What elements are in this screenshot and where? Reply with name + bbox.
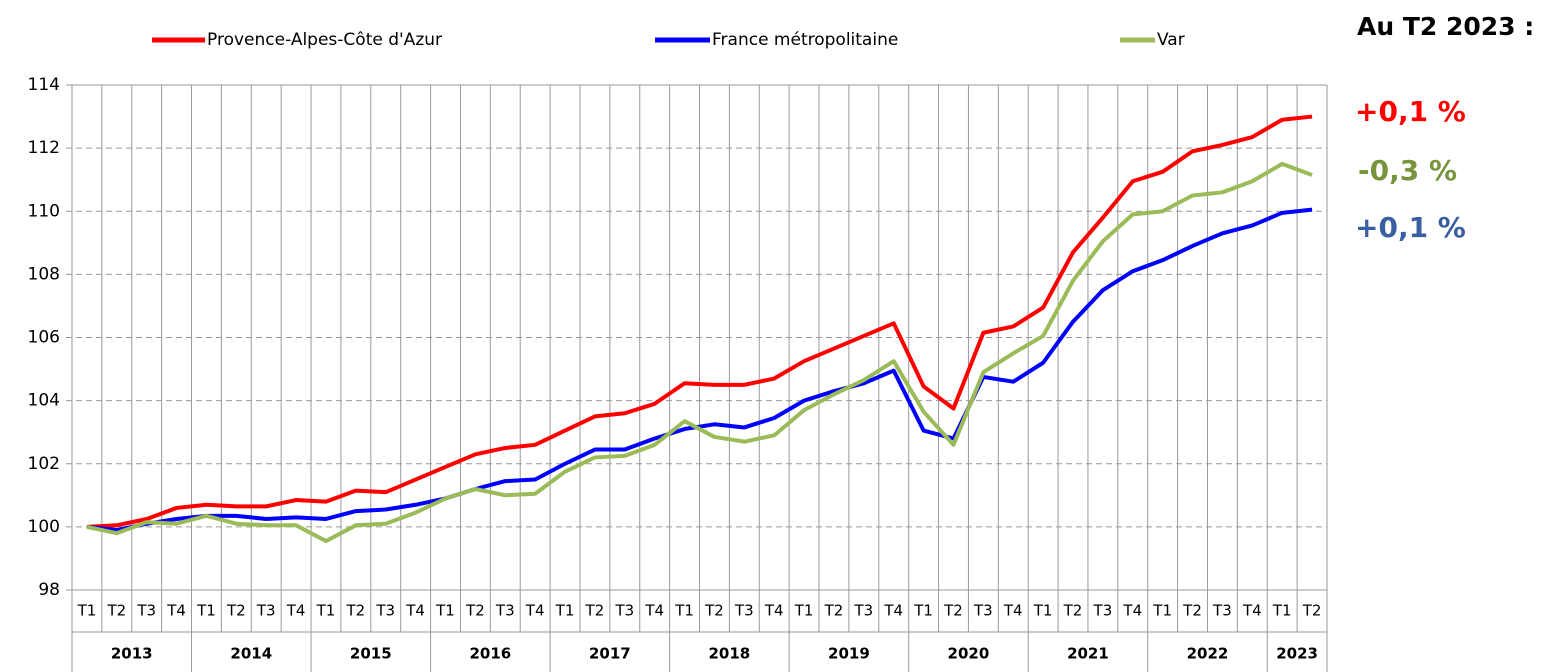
x-tick-label: T2 — [226, 602, 246, 620]
x-tick-label: T1 — [674, 602, 694, 620]
x-tick-label: T4 — [525, 602, 545, 620]
x-tick-label: T1 — [1033, 602, 1053, 620]
x-tick-label: T4 — [1242, 602, 1262, 620]
x-tick-label: T4 — [883, 602, 903, 620]
x-tick-label: T1 — [555, 602, 575, 620]
x-tick-label: T2 — [1063, 602, 1083, 620]
x-tick-label: T1 — [794, 602, 814, 620]
x-tick-label: T3 — [1093, 602, 1113, 620]
x-tick-label: T1 — [316, 602, 336, 620]
legend-label: France métropolitaine — [712, 30, 898, 50]
legend-label: Provence-Alpes-Côte d'Azur — [207, 30, 442, 50]
x-group-label: 2013 — [111, 645, 153, 663]
x-group-label: 2018 — [709, 645, 751, 663]
y-tick-label: 112 — [28, 138, 60, 158]
y-tick-label: 104 — [28, 391, 60, 411]
x-tick-label: T1 — [77, 602, 97, 620]
x-tick-label: T3 — [1212, 602, 1232, 620]
y-tick-label: 102 — [28, 454, 60, 474]
x-tick-label: T1 — [435, 602, 455, 620]
x-group-label: 2021 — [1067, 645, 1109, 663]
x-group-label: 2022 — [1187, 645, 1229, 663]
x-group-label: 2016 — [469, 645, 511, 663]
y-tick-label: 108 — [28, 264, 60, 284]
x-tick-label: T3 — [853, 602, 873, 620]
x-group-label: 2017 — [589, 645, 631, 663]
legend-label: Var — [1157, 30, 1185, 50]
x-tick-label: T2 — [824, 602, 844, 620]
x-tick-label: T3 — [734, 602, 754, 620]
x-tick-label: T4 — [644, 602, 664, 620]
x-tick-label: T3 — [973, 602, 993, 620]
x-tick-label: T3 — [136, 602, 156, 620]
x-tick-label: T1 — [1152, 602, 1172, 620]
x-tick-label: T2 — [1302, 602, 1322, 620]
x-tick-label: T1 — [196, 602, 216, 620]
x-group-label: 2019 — [828, 645, 870, 663]
series-line — [86, 207, 1313, 533]
y-tick-label: 98 — [38, 580, 60, 600]
y-tick-label: 106 — [28, 328, 60, 348]
x-group-label: 2014 — [230, 645, 272, 663]
y-tick-label: 100 — [28, 517, 60, 537]
x-tick-label: T2 — [106, 602, 126, 620]
x-tick-label: T3 — [614, 602, 634, 620]
x-tick-label: T2 — [1182, 602, 1202, 620]
x-tick-label: T4 — [1003, 602, 1023, 620]
x-tick-label: T4 — [286, 602, 306, 620]
x-tick-label: T1 — [913, 602, 933, 620]
x-tick-label: T2 — [465, 602, 485, 620]
x-tick-label: T4 — [166, 602, 186, 620]
annotation: +0,1 % — [1355, 95, 1466, 128]
x-group-label: 2020 — [948, 645, 990, 663]
series-line — [86, 114, 1313, 529]
x-tick-label: T4 — [405, 602, 425, 620]
x-tick-label: T2 — [704, 602, 724, 620]
series-line — [86, 161, 1313, 544]
y-tick-label: 114 — [28, 75, 60, 95]
x-tick-label: T2 — [346, 602, 366, 620]
annotation: +0,1 % — [1355, 211, 1466, 244]
x-tick-label: T3 — [495, 602, 515, 620]
y-tick-label: 110 — [28, 201, 60, 221]
x-tick-label: T4 — [1122, 602, 1142, 620]
x-tick-label: T2 — [585, 602, 605, 620]
x-tick-label: T4 — [764, 602, 784, 620]
x-tick-label: T3 — [375, 602, 395, 620]
x-group-label: 2023 — [1276, 645, 1318, 663]
annotation: Au T2 2023 : — [1357, 12, 1534, 41]
annotation: -0,3 % — [1358, 154, 1457, 187]
x-tick-label: T3 — [256, 602, 276, 620]
x-tick-label: T1 — [1272, 602, 1292, 620]
x-tick-label: T2 — [943, 602, 963, 620]
x-group-label: 2015 — [350, 645, 392, 663]
